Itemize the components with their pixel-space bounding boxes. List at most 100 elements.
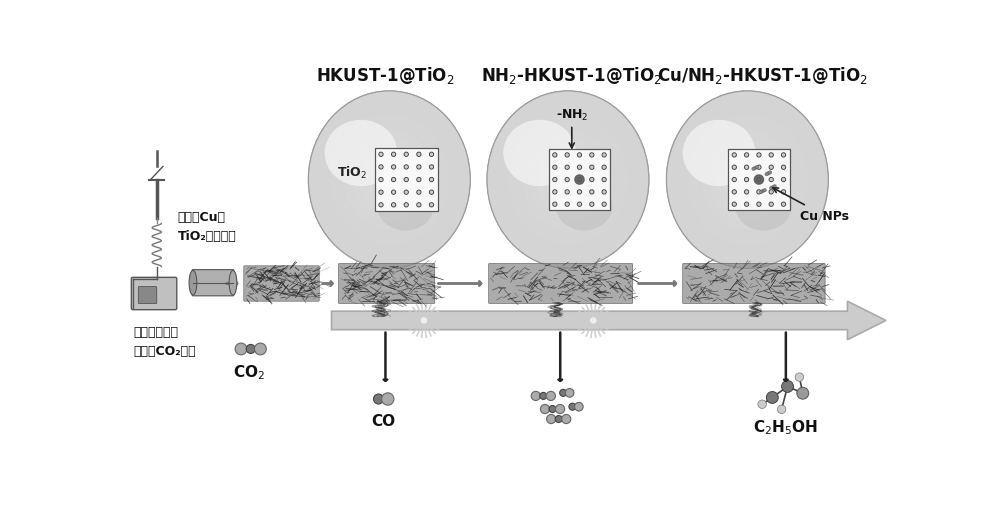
Circle shape: [578, 204, 580, 206]
Ellipse shape: [509, 116, 627, 244]
Circle shape: [733, 191, 735, 193]
Text: -NH$_2$: -NH$_2$: [556, 107, 588, 149]
Circle shape: [417, 165, 421, 169]
Circle shape: [782, 381, 793, 392]
Circle shape: [770, 204, 772, 206]
Ellipse shape: [377, 182, 434, 231]
Circle shape: [566, 204, 568, 206]
Circle shape: [795, 373, 804, 382]
Circle shape: [417, 153, 421, 157]
Circle shape: [430, 165, 433, 169]
FancyBboxPatch shape: [489, 264, 633, 304]
Circle shape: [430, 204, 433, 207]
Circle shape: [404, 204, 408, 207]
Text: HKUST-1@TiO$_2$: HKUST-1@TiO$_2$: [316, 65, 455, 86]
Circle shape: [753, 167, 757, 171]
Circle shape: [591, 167, 593, 169]
Circle shape: [765, 173, 768, 177]
Circle shape: [553, 166, 557, 170]
Circle shape: [590, 178, 594, 182]
Circle shape: [745, 166, 749, 170]
Circle shape: [417, 204, 421, 207]
Circle shape: [770, 187, 773, 190]
Circle shape: [418, 205, 420, 207]
Circle shape: [565, 178, 569, 182]
Circle shape: [757, 166, 761, 170]
Circle shape: [752, 168, 755, 171]
Circle shape: [565, 389, 574, 398]
Circle shape: [418, 192, 420, 194]
Circle shape: [578, 178, 581, 182]
Circle shape: [392, 204, 396, 207]
Circle shape: [566, 179, 568, 181]
Circle shape: [590, 154, 594, 157]
Ellipse shape: [546, 156, 590, 204]
Text: TiO$_2$: TiO$_2$: [337, 164, 367, 181]
Circle shape: [732, 178, 736, 182]
Ellipse shape: [524, 132, 612, 229]
Circle shape: [553, 203, 557, 207]
Circle shape: [591, 155, 593, 157]
Circle shape: [591, 204, 593, 206]
Circle shape: [393, 179, 395, 181]
Circle shape: [547, 415, 556, 424]
FancyBboxPatch shape: [338, 264, 435, 304]
Circle shape: [380, 166, 382, 168]
Circle shape: [732, 154, 736, 157]
Circle shape: [575, 403, 583, 411]
Ellipse shape: [725, 156, 769, 204]
Ellipse shape: [487, 92, 649, 269]
Circle shape: [733, 167, 735, 169]
Ellipse shape: [561, 172, 575, 188]
Circle shape: [732, 190, 736, 194]
Circle shape: [418, 154, 420, 156]
Circle shape: [768, 172, 772, 175]
Circle shape: [380, 154, 382, 156]
Circle shape: [430, 192, 432, 194]
Circle shape: [602, 154, 606, 157]
Ellipse shape: [556, 182, 612, 231]
Circle shape: [758, 400, 766, 409]
Circle shape: [565, 190, 569, 194]
Circle shape: [546, 391, 555, 401]
Circle shape: [417, 191, 421, 195]
Text: CO$_2$: CO$_2$: [233, 363, 265, 382]
Ellipse shape: [308, 92, 470, 269]
Circle shape: [770, 179, 772, 181]
Circle shape: [769, 190, 773, 194]
FancyBboxPatch shape: [131, 278, 177, 310]
Circle shape: [746, 204, 748, 206]
Circle shape: [769, 166, 773, 170]
Ellipse shape: [681, 108, 814, 252]
Circle shape: [531, 391, 540, 401]
Ellipse shape: [711, 140, 784, 220]
Circle shape: [382, 393, 394, 405]
Circle shape: [392, 165, 396, 169]
Circle shape: [430, 154, 432, 156]
Circle shape: [732, 203, 736, 207]
Circle shape: [379, 153, 383, 157]
Circle shape: [404, 165, 408, 169]
Circle shape: [733, 179, 735, 181]
Circle shape: [374, 394, 384, 404]
Ellipse shape: [667, 92, 828, 269]
Circle shape: [418, 179, 420, 181]
Circle shape: [575, 176, 584, 185]
Circle shape: [602, 203, 606, 207]
Circle shape: [783, 191, 785, 193]
Circle shape: [766, 392, 778, 404]
Circle shape: [553, 190, 557, 194]
Circle shape: [405, 166, 407, 168]
Circle shape: [770, 191, 772, 193]
Circle shape: [430, 153, 433, 157]
Circle shape: [578, 167, 580, 169]
Circle shape: [393, 166, 395, 168]
Ellipse shape: [229, 271, 237, 295]
Ellipse shape: [353, 140, 426, 220]
Circle shape: [602, 178, 606, 182]
FancyBboxPatch shape: [549, 150, 610, 211]
Text: 可调选择性的
光催化CO₂还原: 可调选择性的 光催化CO₂还原: [134, 326, 196, 357]
FancyBboxPatch shape: [138, 287, 157, 304]
Circle shape: [566, 191, 568, 193]
Circle shape: [757, 154, 761, 157]
